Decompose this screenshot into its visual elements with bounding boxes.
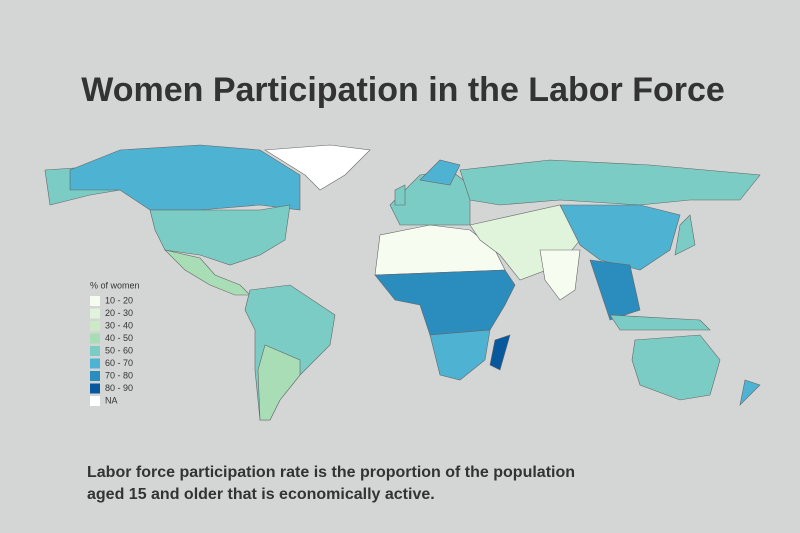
caption-line: Labor force participation rate is the pr… bbox=[87, 464, 575, 481]
legend-label: 70 - 80 bbox=[105, 370, 133, 380]
south-america bbox=[244, 284, 336, 421]
central-africa bbox=[374, 269, 516, 336]
legend-swatch bbox=[90, 346, 100, 356]
india bbox=[539, 249, 581, 301]
canada bbox=[69, 144, 301, 211]
legend-label: 10 - 20 bbox=[105, 295, 133, 305]
legend-swatch bbox=[90, 333, 100, 344]
legend-swatch bbox=[90, 371, 100, 381]
legend-swatch bbox=[90, 308, 100, 319]
legend-swatch bbox=[90, 383, 100, 394]
legend-label: NA bbox=[105, 395, 118, 405]
indonesia bbox=[609, 314, 711, 331]
southern-africa bbox=[429, 329, 491, 381]
legend-label: 60 - 70 bbox=[105, 358, 133, 368]
russia bbox=[459, 159, 761, 206]
world-map bbox=[44, 144, 761, 421]
china bbox=[559, 204, 681, 271]
madagascar bbox=[489, 334, 511, 371]
legend-swatch bbox=[90, 396, 100, 406]
scandinavia bbox=[419, 159, 461, 186]
new-zealand bbox=[739, 379, 761, 406]
legend-label: 30 - 40 bbox=[105, 320, 133, 330]
title: Women Participation in the Labor Force bbox=[81, 71, 725, 109]
legend-label: 40 - 50 bbox=[105, 333, 133, 343]
legend-label: 20 - 30 bbox=[105, 308, 133, 318]
legend-swatch bbox=[90, 296, 100, 306]
australia bbox=[631, 334, 721, 401]
legend-swatch bbox=[90, 321, 100, 331]
legend: % of women 10 - 20 20 - 30 30 - 40 40 - 50 5… bbox=[90, 280, 140, 406]
legend-title: % of women bbox=[90, 280, 140, 290]
southeast-asia bbox=[589, 259, 641, 321]
legend-label: 50 - 60 bbox=[105, 345, 133, 355]
southern-cone bbox=[257, 344, 301, 421]
legend-label: 80 - 90 bbox=[105, 383, 133, 393]
caption-line: aged 15 and older that is economically a… bbox=[87, 486, 435, 503]
greenland bbox=[264, 144, 371, 191]
united-states bbox=[149, 204, 291, 266]
japan bbox=[674, 214, 696, 256]
legend-swatch bbox=[90, 358, 100, 369]
uk bbox=[394, 184, 406, 206]
